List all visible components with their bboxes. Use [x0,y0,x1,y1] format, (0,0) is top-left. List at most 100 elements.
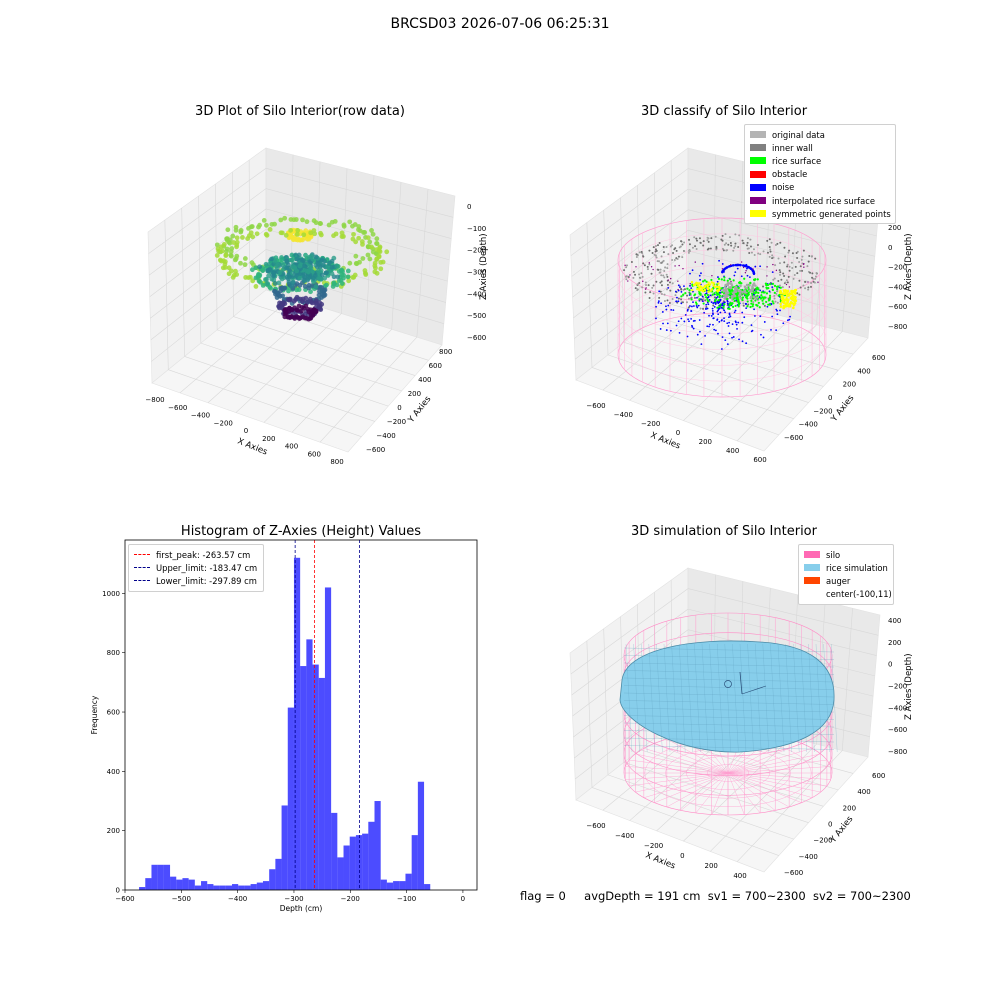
data-point [707,290,710,293]
data-point [710,301,713,304]
data-point [234,239,240,245]
data-point [737,281,741,284]
data-point [725,249,728,252]
legend-item: symmetric generated points [750,207,891,220]
legend-label: noise [772,182,795,193]
data-point [756,287,759,291]
data-point [229,246,235,251]
data-point [710,315,713,317]
center-marker [724,680,732,688]
rice-mesh-line [785,643,792,753]
panel1-ticks: −800 −600 −400 −200 0 200 400 600 800 −600 −400 −20… [145,203,486,466]
data-point [782,322,785,325]
data-point [688,243,691,246]
grid-line [391,182,402,330]
data-point [240,235,245,240]
data-point [721,319,723,321]
data-point [775,308,778,311]
data-point [781,286,784,289]
data-point [294,231,300,237]
footer-stats: flag = 0 avgDepth = 191 cm sv1 = 700~230… [520,889,911,903]
data-point [326,222,332,228]
tick-label: 200 [699,438,712,446]
histogram-bar [213,885,220,890]
data-point [698,289,701,292]
data-point [749,245,752,248]
data-point [367,256,373,262]
data-point [751,305,754,308]
tick-label: −800 [888,748,907,756]
data-point [778,262,781,265]
silo-floor-line [727,772,745,815]
data-point [791,267,794,270]
data-point [282,285,288,291]
x-tick-label: 0 [461,895,465,903]
data-point [655,317,657,320]
data-point [705,303,708,306]
tick-label: 0 [467,203,471,211]
data-point [798,279,801,282]
data-point [263,231,269,237]
data-point [351,231,356,237]
data-point [786,319,789,322]
data-point [714,298,717,301]
data-point [675,290,677,293]
tick-label: 200 [262,435,275,443]
data-point [691,246,694,249]
data-point [293,217,299,222]
data-point [757,291,760,294]
x-tick-label: −500 [172,895,191,903]
data-point [683,241,686,244]
data-point [801,255,804,258]
rice-mesh-line [831,643,838,753]
data-point [751,329,754,332]
data-point [808,255,811,258]
data-point [655,249,658,252]
data-point [713,292,716,295]
data-point [786,281,789,284]
data-point [650,272,653,275]
data-point [752,271,756,274]
data-point [351,274,357,280]
data-point [690,280,694,284]
data-point [703,279,706,282]
data-point [743,285,747,289]
data-point [738,338,740,341]
grid-line [149,208,267,297]
data-point [234,253,240,259]
data-point [649,291,652,294]
data-point [659,290,662,293]
histogram-bar [269,869,276,890]
data-point [734,233,737,236]
grid-line [198,195,202,344]
data-point [746,265,749,268]
legend-item: noise [750,181,890,194]
data-point [784,255,787,258]
data-point [683,250,686,253]
data-point [779,271,782,274]
data-point [741,298,744,302]
grid-line [571,608,689,696]
grid-line [687,229,874,278]
data-point [669,289,672,292]
data-point [234,235,240,241]
data-point [724,283,727,287]
data-point [648,263,651,266]
rice-mesh-line [800,643,807,753]
data-point [701,300,704,303]
grid-line [574,250,689,339]
data-point [667,304,670,307]
data-point [752,282,756,285]
data-point [708,325,710,328]
panel3-xlabel: Depth (cm) [280,904,323,913]
grid-line [265,188,452,239]
data-point [321,288,327,294]
histogram-bar [318,677,325,890]
data-point [690,317,693,320]
data-point [656,244,659,247]
data-point [257,264,263,270]
data-point [718,320,721,323]
tick-label: 800 [439,348,452,356]
data-point [718,305,721,308]
data-point [728,278,732,281]
